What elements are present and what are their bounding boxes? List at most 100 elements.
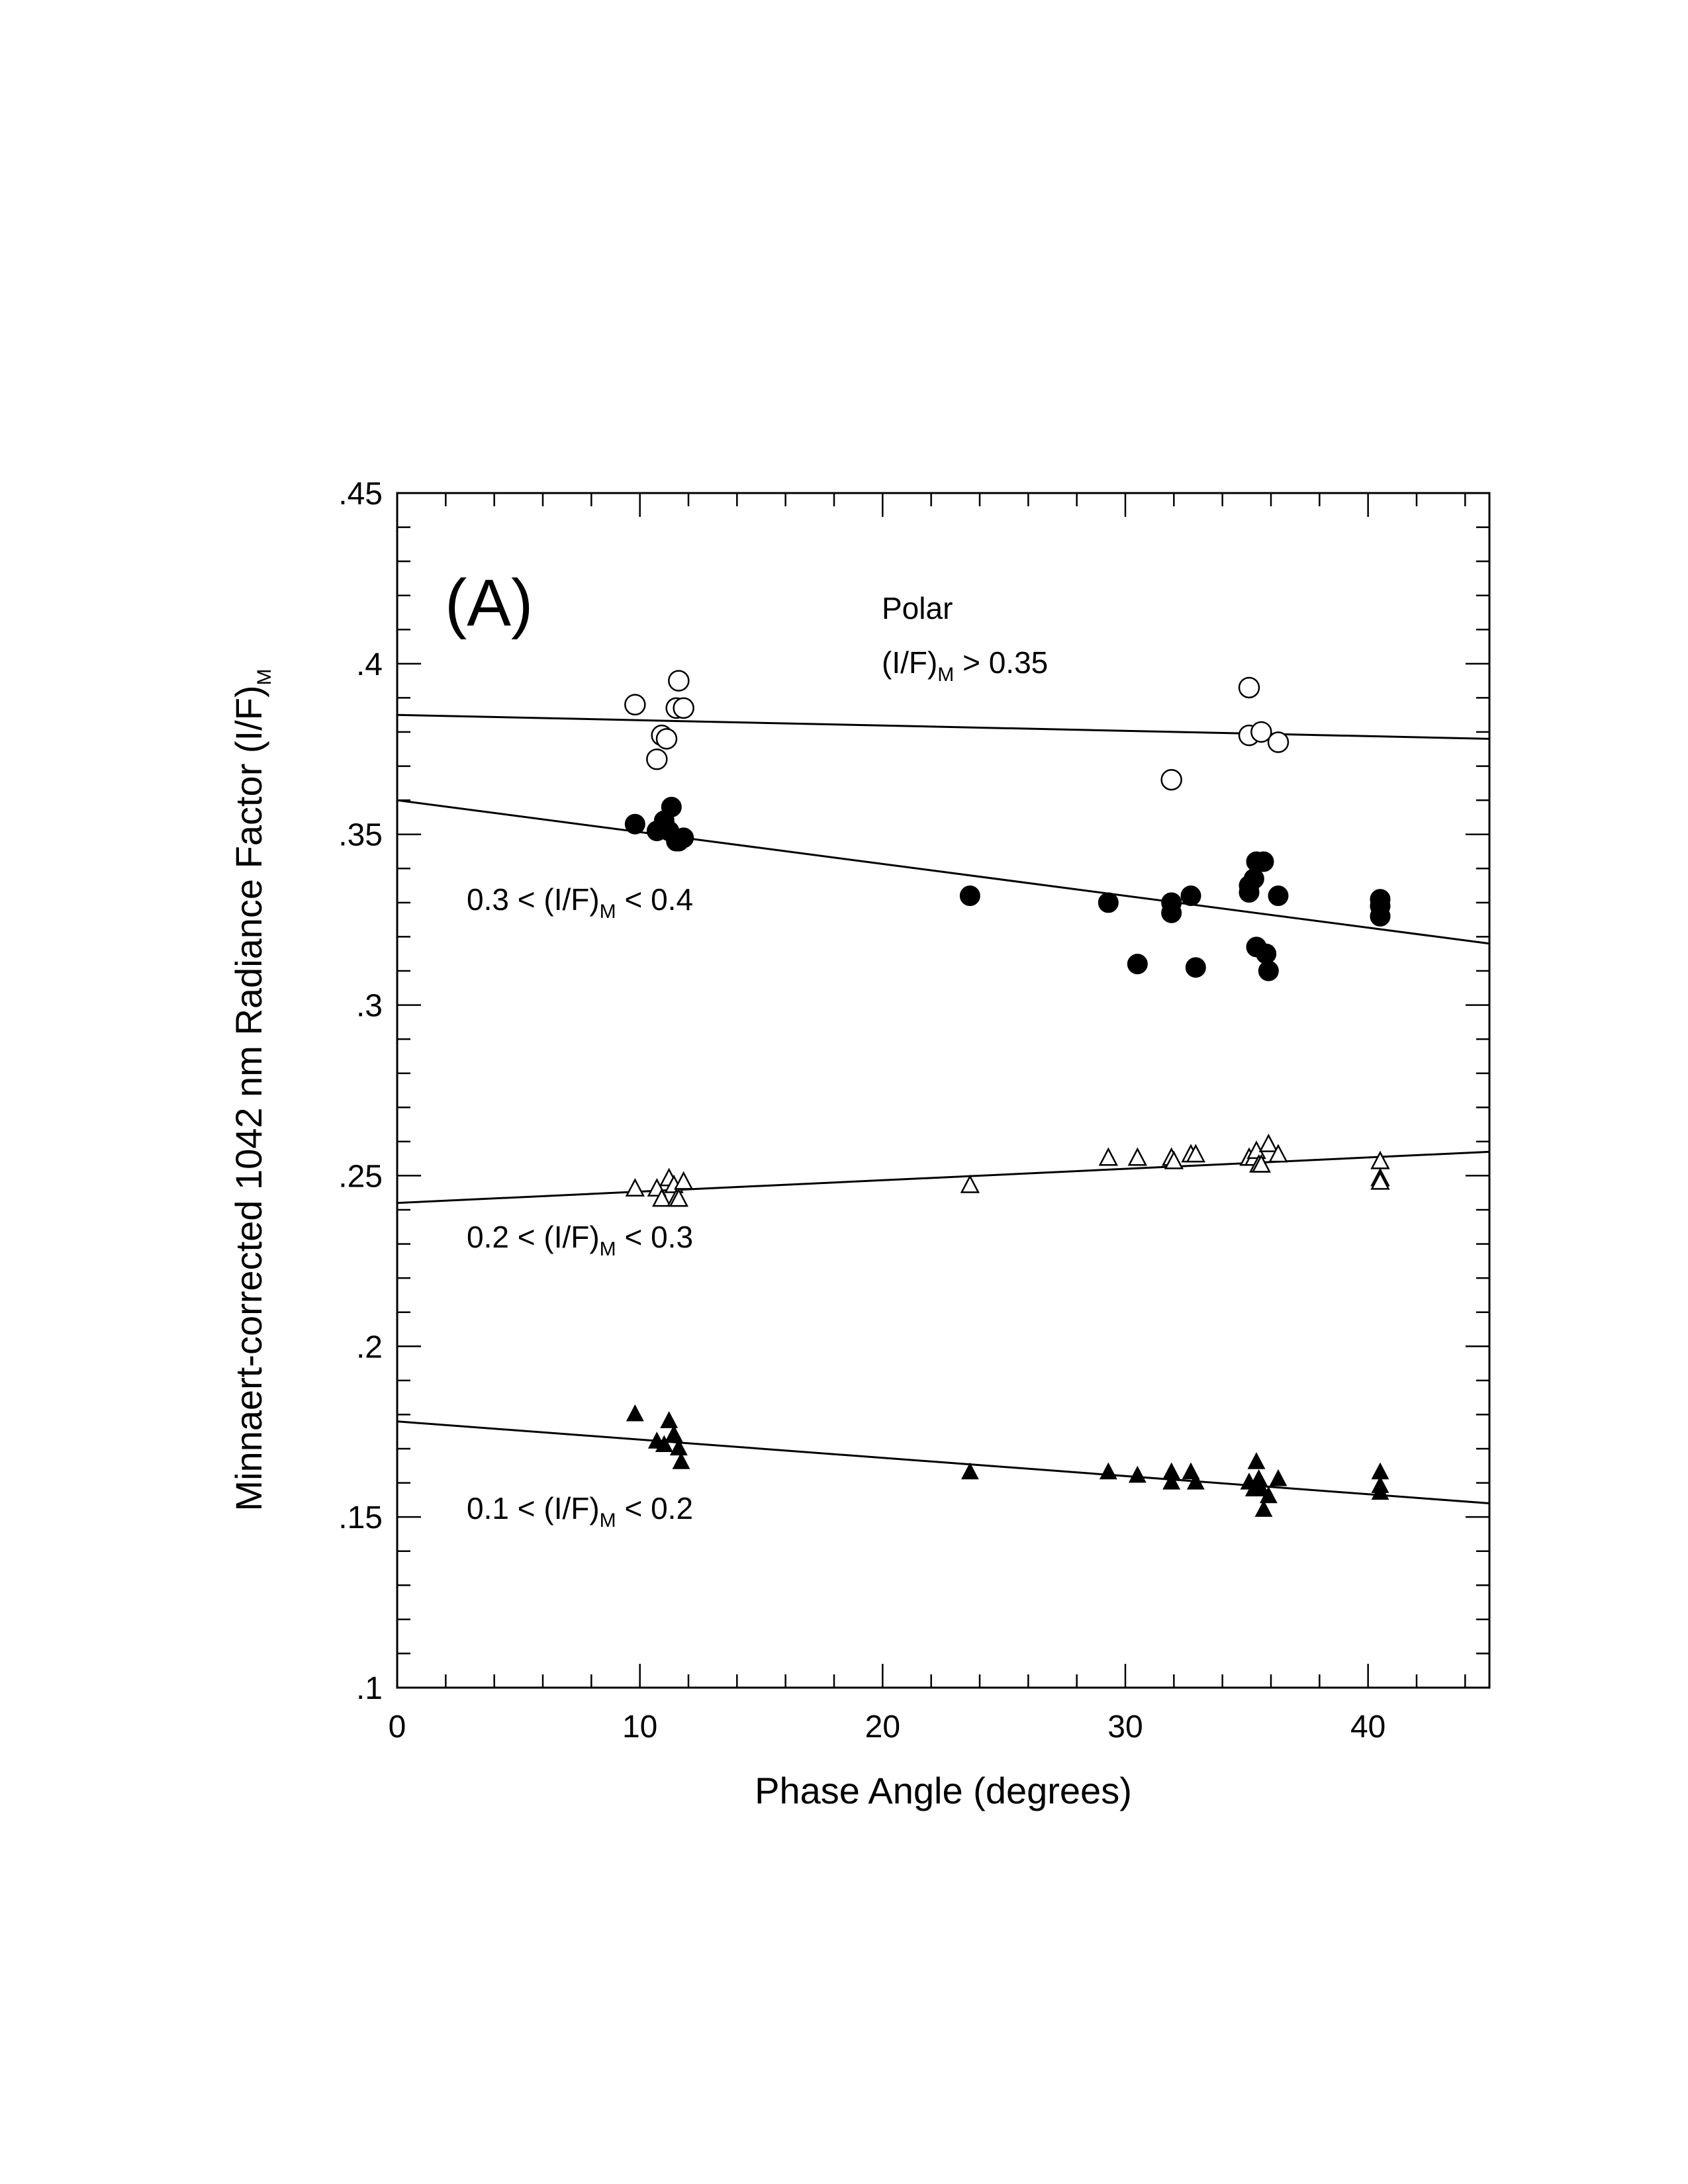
y-tick-label: .4 bbox=[356, 647, 383, 682]
filled-circle-marker bbox=[1256, 943, 1277, 964]
open-circle-marker bbox=[1267, 731, 1289, 753]
filled-triangle-marker bbox=[1254, 1500, 1273, 1517]
filled-circle-marker bbox=[1161, 902, 1182, 923]
y-axis-title-main: Minnaert-corrected 1042 nm Radiance Fact… bbox=[228, 685, 269, 1511]
data-points bbox=[624, 670, 1391, 1517]
open-triangle-marker bbox=[1098, 1147, 1119, 1166]
open-triangle-marker bbox=[651, 1188, 672, 1207]
y-tick-label: .15 bbox=[338, 1500, 383, 1535]
x-tick-label: 20 bbox=[865, 1709, 900, 1745]
filled-circle-marker bbox=[1098, 892, 1119, 913]
axis-ticks bbox=[396, 492, 1489, 1689]
annotation-polar: (I/F)M > 0.35 bbox=[882, 645, 1048, 686]
filled-circle-marker bbox=[668, 831, 689, 852]
open-circle-marker bbox=[668, 670, 690, 692]
annotation-subscript: M bbox=[937, 664, 954, 686]
filled-circle-marker bbox=[661, 796, 682, 817]
open-circle-marker bbox=[1238, 676, 1260, 699]
open-circle-marker bbox=[1250, 721, 1272, 743]
open-triangle-marker bbox=[1251, 1154, 1272, 1173]
annotation-text: 0.1 < (I/F) bbox=[467, 1491, 600, 1525]
y-tick-label: .3 bbox=[356, 989, 383, 1024]
open-triangle-marker bbox=[669, 1188, 689, 1207]
open-triangle-marker bbox=[1164, 1150, 1184, 1169]
filled-triangle-marker bbox=[1162, 1473, 1181, 1490]
y-tick-label: .25 bbox=[338, 1159, 383, 1194]
annotation-text: > 0.35 bbox=[954, 645, 1048, 680]
annotations: Polar(I/F)M > 0.350.3 < (I/F)M < 0.40.2 … bbox=[467, 591, 1048, 1531]
x-tick-label: 10 bbox=[622, 1709, 657, 1745]
filled-triangle-marker bbox=[1099, 1462, 1117, 1480]
filled-circle-marker bbox=[1180, 886, 1201, 907]
filled-circle-marker bbox=[624, 813, 645, 835]
annotation-text: 0.3 < (I/F) bbox=[467, 882, 600, 917]
panel-label: (A) bbox=[445, 566, 533, 640]
filled-circle-marker bbox=[1268, 886, 1289, 907]
x-tick-label: 40 bbox=[1350, 1709, 1385, 1745]
annotation-text: < 0.2 bbox=[616, 1491, 693, 1525]
annotation-mid: 0.2 < (I/F)M < 0.3 bbox=[467, 1220, 693, 1260]
y-tick-label: .1 bbox=[356, 1671, 383, 1706]
annotation-text: < 0.4 bbox=[616, 882, 693, 917]
x-tick-label: 30 bbox=[1107, 1709, 1143, 1745]
filled-triangle-marker bbox=[961, 1462, 979, 1480]
annotation-subscript: M bbox=[600, 901, 616, 923]
open-circle-marker bbox=[624, 694, 646, 715]
filled-triangle-marker bbox=[1186, 1473, 1205, 1490]
filled-circle-marker bbox=[1253, 851, 1274, 872]
filled-triangle-marker bbox=[669, 1438, 688, 1456]
open-triangle-marker bbox=[960, 1174, 980, 1193]
filled-triangle-marker bbox=[1371, 1482, 1389, 1500]
open-triangle-marker bbox=[1186, 1144, 1206, 1163]
filled-triangle-marker bbox=[1269, 1469, 1288, 1486]
annotation-low: 0.1 < (I/F)M < 0.2 bbox=[467, 1491, 693, 1531]
open-circle-marker bbox=[655, 728, 678, 750]
y-tick-label: .45 bbox=[338, 477, 383, 512]
fit-line bbox=[397, 799, 1490, 945]
filled-triangle-marker bbox=[665, 1424, 683, 1442]
y-axis-title-subscript: M bbox=[254, 668, 275, 685]
filled-circle-marker bbox=[1185, 957, 1206, 978]
filled-triangle-marker bbox=[1259, 1486, 1278, 1504]
open-triangle-marker bbox=[1370, 1150, 1390, 1169]
filled-triangle-marker bbox=[655, 1435, 673, 1452]
tick-labels: 0 10 20 30 40 .1 .15 .2 .25 .3 .35 .4 .45 bbox=[338, 477, 1385, 1745]
open-triangle-marker bbox=[625, 1177, 645, 1197]
filled-triangle-marker bbox=[660, 1411, 679, 1428]
y-tick-label: .2 bbox=[356, 1330, 383, 1365]
open-triangle-marker bbox=[1268, 1144, 1288, 1163]
fit-line bbox=[397, 1420, 1490, 1505]
annotation-polar: Polar bbox=[882, 591, 953, 625]
fit-line bbox=[397, 1150, 1490, 1205]
open-triangle-marker bbox=[1370, 1171, 1390, 1190]
filled-triangle-marker bbox=[1247, 1452, 1266, 1469]
filled-triangle-marker bbox=[1252, 1479, 1270, 1496]
y-tick-label: .35 bbox=[338, 818, 383, 853]
filled-triangle-marker bbox=[1250, 1469, 1268, 1486]
annotation-high: 0.3 < (I/F)M < 0.4 bbox=[467, 882, 693, 923]
fit-lines bbox=[397, 713, 1490, 1505]
annotation-subscript: M bbox=[600, 1238, 616, 1260]
x-axis-title: Phase Angle (degrees) bbox=[755, 1770, 1132, 1811]
y-axis-title: Minnaert-corrected 1042 nm Radiance Fact… bbox=[228, 668, 275, 1511]
filled-triangle-marker bbox=[626, 1404, 644, 1422]
annotation-text: Polar bbox=[882, 591, 953, 625]
filled-circle-marker bbox=[1127, 954, 1148, 975]
annotation-subscript: M bbox=[600, 1510, 616, 1531]
filled-triangle-marker bbox=[1128, 1465, 1147, 1483]
plot-frame bbox=[396, 492, 1491, 1689]
filled-circle-marker bbox=[1258, 960, 1279, 981]
open-triangle-marker bbox=[1258, 1133, 1279, 1152]
annotation-text: (I/F) bbox=[882, 645, 937, 680]
annotation-text: < 0.3 bbox=[616, 1220, 693, 1254]
filled-circle-marker bbox=[1243, 868, 1264, 889]
annotation-text: 0.2 < (I/F) bbox=[467, 1220, 600, 1254]
open-triangle-marker bbox=[673, 1171, 694, 1190]
open-triangle-marker bbox=[1127, 1147, 1148, 1166]
filled-circle-marker bbox=[1370, 905, 1391, 927]
open-circle-marker bbox=[646, 749, 668, 770]
open-circle-marker bbox=[1160, 768, 1182, 791]
open-circle-marker bbox=[673, 697, 694, 719]
filled-triangle-marker bbox=[672, 1452, 690, 1469]
